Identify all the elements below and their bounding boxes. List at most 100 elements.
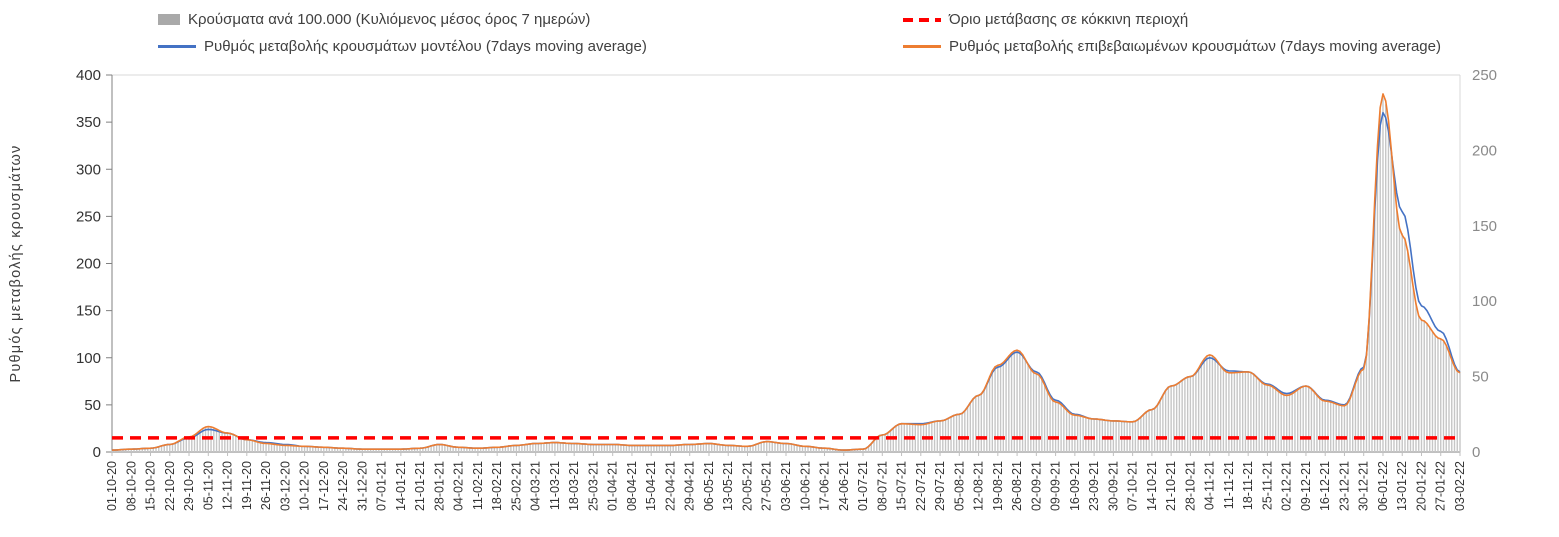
svg-text:16-12-21: 16-12-21 (1318, 461, 1332, 511)
svg-text:20-05-21: 20-05-21 (740, 461, 754, 511)
svg-text:03-12-20: 03-12-20 (278, 461, 292, 511)
svg-text:13-01-22: 13-01-22 (1395, 461, 1409, 511)
svg-text:350: 350 (76, 114, 101, 131)
svg-text:23-12-21: 23-12-21 (1337, 461, 1351, 511)
svg-text:02-09-21: 02-09-21 (1029, 461, 1043, 511)
legend-item-model-rate: Ρυθμός μεταβολής κρουσμάτων μοντέλου (7d… (158, 39, 647, 54)
svg-text:04-11-21: 04-11-21 (1203, 461, 1217, 510)
svg-text:12-08-21: 12-08-21 (972, 461, 986, 511)
svg-text:30-09-21: 30-09-21 (1106, 461, 1120, 511)
svg-text:18-02-21: 18-02-21 (490, 461, 504, 511)
svg-text:19-11-20: 19-11-20 (240, 461, 254, 510)
svg-text:01-10-20: 01-10-20 (105, 461, 119, 511)
confirmed-line-series (112, 93, 1461, 451)
svg-text:250: 250 (76, 208, 101, 225)
legend-item-cases-per-100k: Κρούσματα ανά 100.000 (Κυλιόμενος μέσος … (158, 12, 590, 27)
svg-text:25-11-21: 25-11-21 (1260, 461, 1274, 510)
svg-text:05-08-21: 05-08-21 (952, 461, 966, 511)
svg-text:02-12-21: 02-12-21 (1280, 461, 1294, 511)
svg-text:06-05-21: 06-05-21 (702, 461, 716, 511)
svg-text:150: 150 (76, 303, 101, 320)
svg-text:17-12-20: 17-12-20 (317, 461, 331, 511)
svg-text:29-10-20: 29-10-20 (182, 461, 196, 511)
svg-text:23-09-21: 23-09-21 (1087, 461, 1101, 511)
svg-text:30-12-21: 30-12-21 (1357, 461, 1371, 511)
svg-text:19-08-21: 19-08-21 (991, 461, 1005, 511)
svg-text:22-10-20: 22-10-20 (163, 461, 177, 511)
svg-text:05-11-20: 05-11-20 (201, 461, 215, 510)
svg-text:26-08-21: 26-08-21 (1010, 461, 1024, 511)
svg-text:09-09-21: 09-09-21 (1049, 461, 1063, 511)
svg-text:06-01-22: 06-01-22 (1376, 461, 1390, 511)
svg-text:25-02-21: 25-02-21 (509, 461, 523, 511)
svg-text:21-01-21: 21-01-21 (413, 461, 427, 511)
y-axis-title: Ρυθμός μεταβολής κρουσμάτων (8, 145, 24, 383)
bars-cases-per-100k (111, 97, 1461, 453)
svg-text:20-01-22: 20-01-22 (1414, 461, 1428, 511)
svg-text:22-07-21: 22-07-21 (914, 461, 928, 511)
svg-text:0: 0 (1472, 444, 1480, 461)
model-line-series (112, 111, 1461, 451)
svg-text:22-04-21: 22-04-21 (663, 461, 677, 511)
svg-text:24-06-21: 24-06-21 (837, 461, 851, 511)
svg-text:04-03-21: 04-03-21 (529, 461, 543, 511)
svg-text:08-04-21: 08-04-21 (625, 461, 639, 511)
svg-text:01-04-21: 01-04-21 (606, 461, 620, 511)
svg-text:28-10-21: 28-10-21 (1183, 461, 1197, 511)
svg-text:15-04-21: 15-04-21 (644, 461, 658, 511)
legend-item-confirmed-rate: Ρυθμός μεταβολής επιβεβαιωμένων κρουσμάτ… (903, 39, 1441, 54)
svg-text:14-01-21: 14-01-21 (394, 461, 408, 511)
legend-label-model-rate: Ρυθμός μεταβολής κρουσμάτων μοντέλου (7d… (204, 38, 647, 55)
svg-text:26-11-20: 26-11-20 (259, 461, 273, 510)
svg-text:50: 50 (84, 397, 101, 414)
svg-text:07-01-21: 07-01-21 (375, 461, 389, 511)
svg-text:300: 300 (76, 161, 101, 178)
svg-text:11-02-21: 11-02-21 (471, 461, 485, 510)
svg-text:18-03-21: 18-03-21 (567, 461, 581, 511)
svg-text:14-10-21: 14-10-21 (1145, 461, 1159, 511)
svg-text:21-10-21: 21-10-21 (1164, 461, 1178, 511)
svg-text:400: 400 (76, 67, 101, 84)
svg-text:12-11-20: 12-11-20 (221, 461, 235, 510)
svg-text:0: 0 (93, 444, 101, 461)
svg-text:11-11-21: 11-11-21 (1222, 461, 1236, 509)
legend-label-red-zone-threshold: Όριο μετάβασης σε κόκκινη περιοχή (949, 11, 1189, 28)
svg-text:09-12-21: 09-12-21 (1299, 461, 1313, 511)
left-axis: 0 50 100 150 200 250 300 350 400 (76, 67, 113, 461)
svg-text:100: 100 (76, 350, 101, 367)
svg-text:08-10-20: 08-10-20 (124, 461, 138, 511)
right-axis: 0 50 100 150 200 250 (1472, 67, 1497, 461)
bar-swatch-icon (158, 14, 180, 25)
svg-text:10-06-21: 10-06-21 (798, 461, 812, 511)
svg-text:250: 250 (1472, 67, 1497, 84)
svg-text:18-11-21: 18-11-21 (1241, 461, 1255, 510)
legend-label-confirmed-rate: Ρυθμός μεταβολής επιβεβαιωμένων κρουσμάτ… (949, 38, 1441, 55)
svg-text:13-05-21: 13-05-21 (721, 461, 735, 511)
svg-text:50: 50 (1472, 369, 1489, 386)
svg-text:04-02-21: 04-02-21 (452, 461, 466, 511)
svg-text:16-09-21: 16-09-21 (1068, 461, 1082, 511)
svg-text:27-01-22: 27-01-22 (1434, 461, 1448, 511)
svg-text:200: 200 (1472, 142, 1497, 159)
svg-text:15-07-21: 15-07-21 (895, 461, 909, 511)
svg-text:24-12-20: 24-12-20 (336, 461, 350, 511)
legend-label-cases-per-100k: Κρούσματα ανά 100.000 (Κυλιόμενος μέσος … (188, 11, 591, 28)
blue-line-swatch-icon (158, 45, 196, 48)
dashed-line-swatch-icon (903, 17, 941, 22)
orange-line-swatch-icon (903, 45, 941, 48)
svg-text:28-01-21: 28-01-21 (432, 461, 446, 511)
svg-text:15-10-20: 15-10-20 (144, 461, 158, 511)
svg-text:07-10-21: 07-10-21 (1126, 461, 1140, 511)
svg-text:150: 150 (1472, 218, 1497, 235)
legend-item-red-zone-threshold: Όριο μετάβασης σε κόκκινη περιοχή (903, 12, 1188, 27)
svg-text:27-05-21: 27-05-21 (760, 461, 774, 511)
svg-text:03-06-21: 03-06-21 (779, 461, 793, 511)
svg-text:25-03-21: 25-03-21 (586, 461, 600, 511)
svg-text:31-12-20: 31-12-20 (355, 461, 369, 511)
x-axis: 01-10-20 08-10-20 15-10-20 22-10-20 29-10-20… (105, 451, 1467, 511)
svg-text:03-02-22: 03-02-22 (1453, 461, 1467, 511)
svg-text:100: 100 (1472, 293, 1497, 310)
svg-text:29-07-21: 29-07-21 (933, 461, 947, 511)
